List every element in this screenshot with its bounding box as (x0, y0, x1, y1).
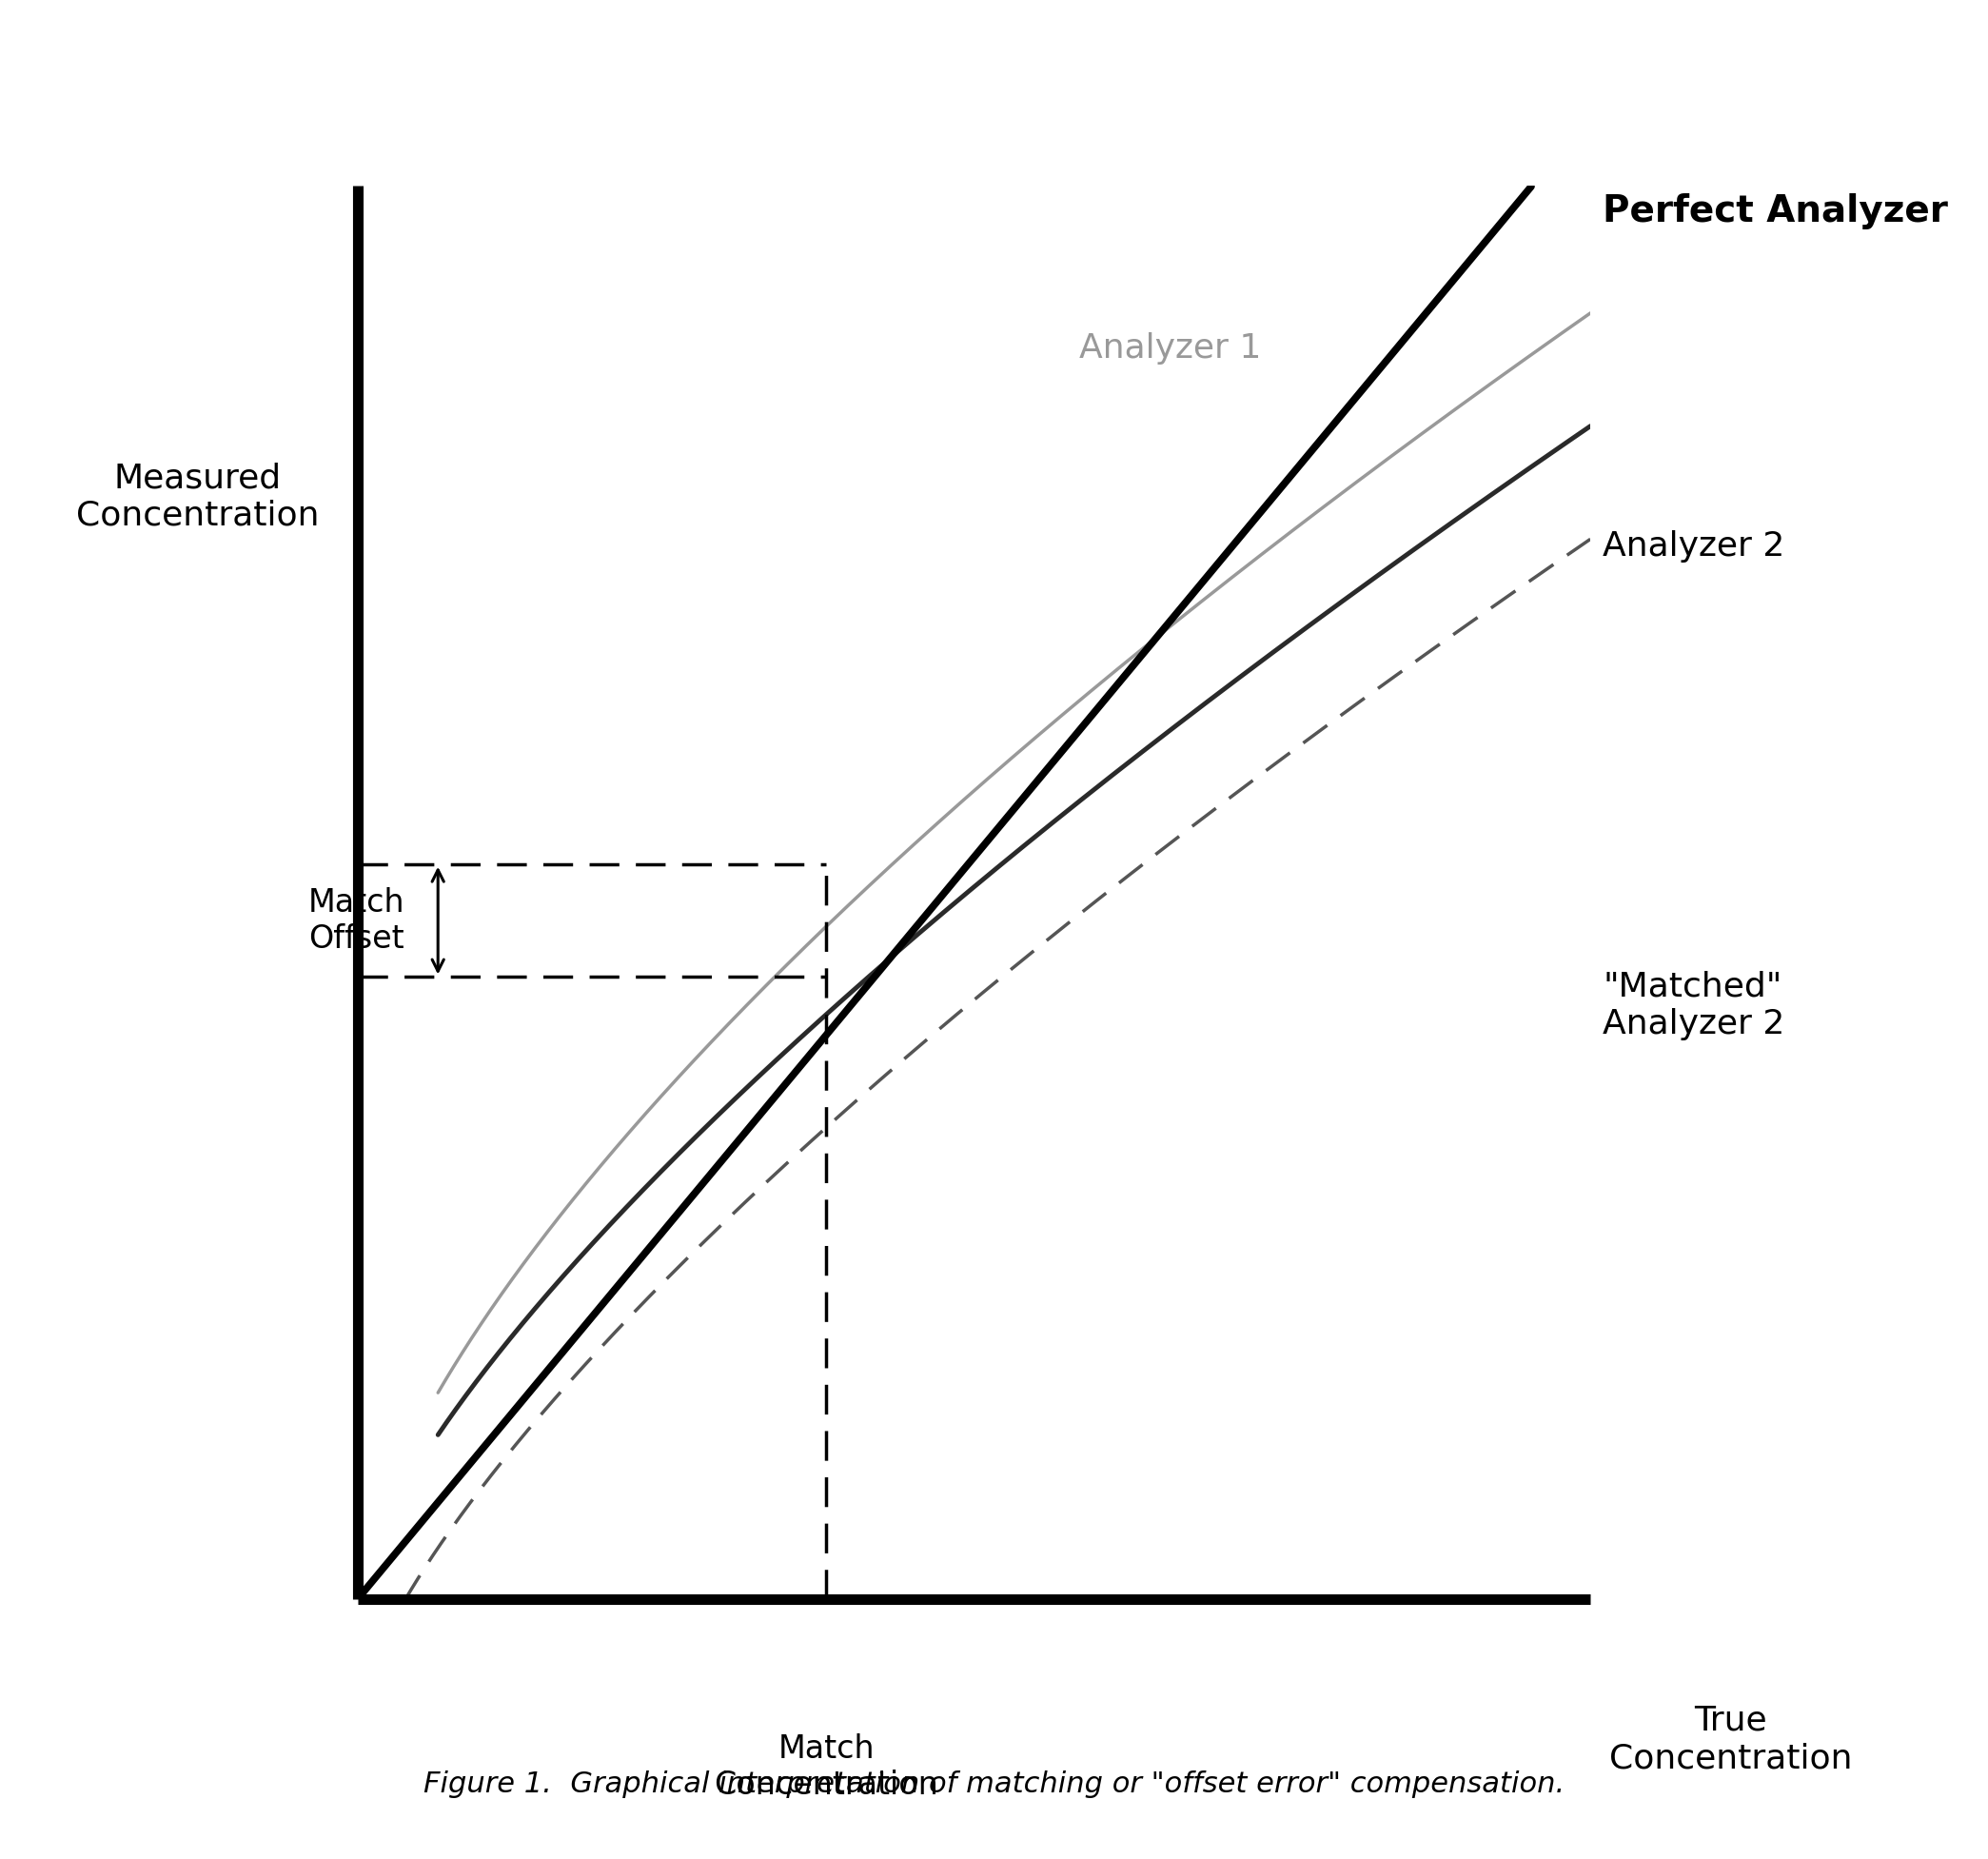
Text: Analyzer 1: Analyzer 1 (1079, 333, 1260, 364)
Text: Measured
Concentration: Measured Concentration (76, 461, 320, 532)
Text: Analyzer 2: Analyzer 2 (1602, 530, 1785, 563)
Text: Match
Offset: Match Offset (308, 887, 406, 954)
Text: True
Concentration: True Concentration (1608, 1705, 1853, 1775)
Text: "Matched"
Analyzer 2: "Matched" Analyzer 2 (1602, 970, 1785, 1041)
Text: Perfect Analyzer: Perfect Analyzer (1602, 193, 1948, 229)
Text: Figure 1.  Graphical interpretation of matching or "offset error" compensation.: Figure 1. Graphical interpretation of ma… (423, 1772, 1565, 1798)
Text: Match
Concentration: Match Concentration (714, 1733, 938, 1801)
